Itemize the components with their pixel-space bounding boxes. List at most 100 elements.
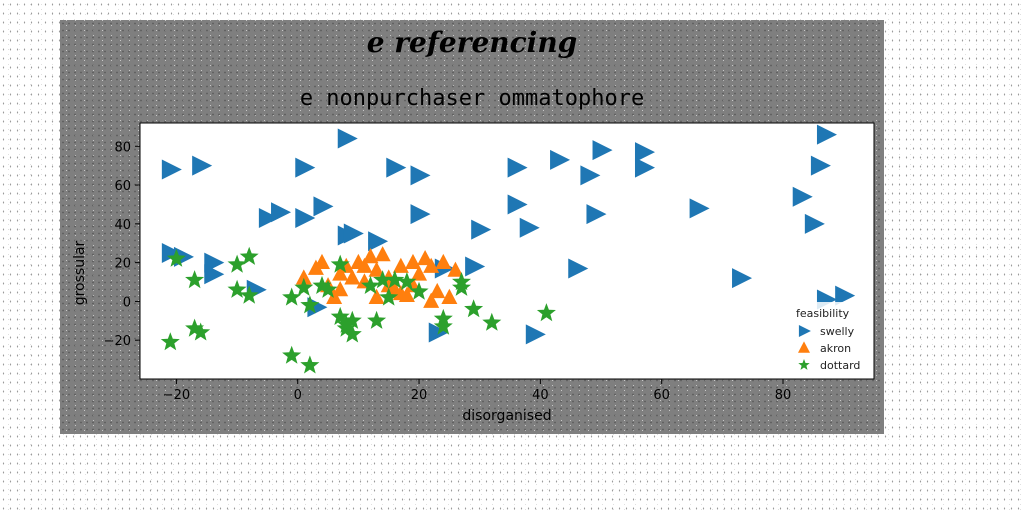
point-swelly — [634, 157, 655, 178]
point-akron — [326, 288, 343, 304]
point-dottard — [282, 345, 302, 364]
legend-marker-akron — [798, 341, 810, 353]
point-dottard — [318, 279, 338, 298]
point-swelly — [507, 194, 528, 215]
point-akron — [313, 253, 330, 270]
point-akron — [441, 288, 458, 304]
point-dottard — [342, 310, 362, 329]
point-swelly — [634, 142, 655, 163]
point-akron — [368, 261, 385, 277]
point-swelly — [804, 213, 825, 234]
point-dottard — [482, 312, 502, 331]
point-dottard — [464, 299, 484, 318]
point-swelly — [258, 208, 279, 229]
point-swelly — [816, 124, 837, 145]
point-dottard — [536, 303, 556, 322]
point-dottard — [312, 275, 332, 294]
point-dottard — [385, 270, 405, 289]
point-swelly — [386, 157, 407, 178]
point-akron — [404, 253, 421, 270]
point-dottard — [367, 310, 387, 329]
point-akron — [362, 248, 379, 264]
point-akron — [332, 265, 349, 281]
point-akron — [423, 257, 440, 273]
point-akron — [435, 253, 452, 270]
point-swelly — [337, 128, 358, 149]
point-dottard — [361, 275, 380, 294]
y-tick-label: 80 — [114, 140, 131, 155]
x-tick-label: 40 — [532, 388, 549, 403]
point-akron — [368, 288, 385, 304]
point-dottard — [227, 279, 247, 298]
x-tick-label: 60 — [653, 388, 670, 403]
point-dottard — [379, 287, 399, 306]
legend-label: swelly — [820, 325, 855, 338]
point-swelly — [161, 159, 182, 180]
x-tick-label: 0 — [294, 388, 302, 403]
point-swelly — [810, 155, 831, 176]
x-tick-label: −20 — [163, 388, 190, 403]
legend-label: akron — [820, 342, 851, 355]
point-swelly — [568, 258, 589, 279]
point-akron — [423, 292, 440, 308]
y-axis-label: grossular — [72, 240, 88, 305]
legend-box — [786, 302, 868, 374]
point-dottard — [373, 270, 393, 289]
point-dottard — [452, 277, 471, 296]
point-dottard — [166, 248, 186, 267]
point-swelly — [525, 324, 546, 345]
y-tick-label: 20 — [114, 257, 131, 272]
point-dottard — [300, 295, 320, 314]
point-swelly — [592, 140, 613, 161]
x-axis-label: disorganised — [462, 408, 551, 424]
legend-label: dottard — [820, 359, 860, 372]
point-swelly — [295, 157, 316, 178]
y-tick-label: 0 — [123, 295, 131, 310]
point-swelly — [689, 198, 710, 219]
point-swelly — [732, 268, 753, 289]
point-dottard — [294, 277, 314, 296]
point-dottard — [330, 306, 350, 325]
point-swelly — [580, 165, 601, 186]
point-swelly — [586, 204, 607, 225]
point-dottard — [239, 246, 259, 265]
point-dottard — [227, 254, 247, 273]
point-akron — [374, 246, 391, 262]
point-dottard — [160, 332, 180, 351]
point-akron — [392, 284, 409, 301]
point-dottard — [342, 324, 362, 343]
point-dottard — [336, 318, 356, 337]
legend-marker-dottard — [798, 359, 810, 370]
point-swelly — [410, 204, 431, 225]
point-swelly — [550, 149, 571, 170]
point-dottard — [282, 287, 302, 306]
x-tick-label: 80 — [775, 388, 792, 403]
point-akron — [380, 277, 397, 293]
point-swelly — [465, 256, 486, 277]
legend: feasibility swelly akron dottard — [786, 302, 868, 374]
point-swelly — [271, 202, 292, 223]
data-points — [160, 124, 856, 374]
point-swelly — [519, 217, 540, 238]
axis-ticks: −20 0 20 40 60 80 −20 0 20 40 60 80 — [104, 140, 792, 403]
legend-title: feasibility — [796, 307, 850, 320]
point-akron — [392, 257, 409, 273]
point-akron — [429, 282, 446, 299]
x-tick-label: 20 — [411, 388, 428, 403]
point-swelly — [204, 264, 225, 285]
point-dottard — [397, 272, 417, 291]
point-swelly — [161, 242, 182, 263]
point-akron — [295, 269, 312, 285]
point-swelly — [368, 231, 389, 252]
legend-marker-swelly — [798, 325, 811, 337]
y-tick-label: 60 — [114, 179, 131, 194]
figure: e referencing e nonpurchaser ommatophore… — [60, 20, 884, 434]
y-tick-label: 40 — [114, 218, 131, 233]
point-swelly — [295, 208, 316, 229]
point-dottard — [185, 270, 205, 289]
point-dottard — [185, 318, 205, 337]
point-swelly — [343, 223, 364, 244]
point-dottard — [330, 254, 350, 273]
point-dottard — [191, 322, 211, 341]
figure-suptitle: e referencing — [366, 26, 578, 59]
